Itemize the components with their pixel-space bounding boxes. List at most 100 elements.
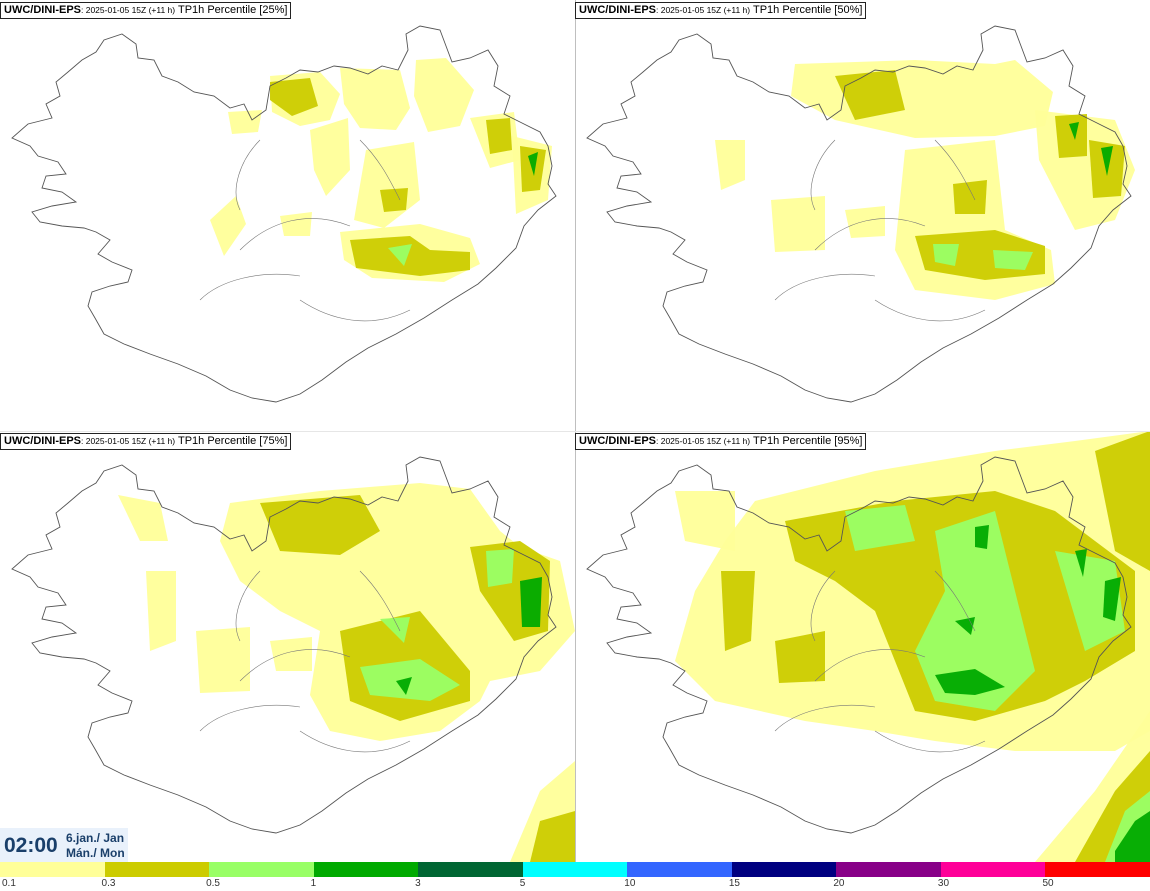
terrain-outline (199, 704, 301, 732)
precip-area (354, 142, 420, 228)
precip-area (975, 525, 989, 549)
terrain-outline (299, 299, 411, 322)
precip-layer (715, 60, 1135, 300)
colorbar-segment (0, 862, 105, 877)
colorbar-tick-label: 0.5 (206, 878, 220, 889)
precip-area (196, 627, 250, 693)
terrain-outline (874, 730, 986, 753)
precip-area (771, 196, 825, 252)
precip-area (721, 571, 755, 651)
precip-map-p50 (586, 25, 1135, 403)
precip-area (933, 244, 959, 266)
run-info: : 2025-01-05 15Z (+11 h) (656, 5, 751, 15)
map-panel-p50: UWC/DINI-EPS: 2025-01-05 15Z (+11 h) TP1… (575, 0, 1150, 431)
terrain-outline (359, 139, 401, 201)
colorbar-tick-label: 1 (310, 878, 317, 889)
panel-title-p95: UWC/DINI-EPS: 2025-01-05 15Z (+11 h) TP1… (575, 433, 867, 450)
terrain-outline (235, 139, 261, 211)
model-name: UWC/DINI-EPS (4, 4, 81, 16)
colorbar-segment (1045, 862, 1150, 877)
precip-area (340, 68, 410, 130)
colorbar-segment (836, 862, 941, 877)
terrain-outline (239, 649, 351, 682)
terrain-outline (934, 139, 976, 201)
map-panel-p95: UWC/DINI-EPS: 2025-01-05 15Z (+11 h) TP1… (575, 431, 1150, 862)
colorbar-segment (418, 862, 523, 877)
precip-area (530, 811, 575, 862)
product-name: TP1h Percentile [50%] (750, 4, 863, 16)
terrain-outline (814, 218, 926, 251)
panel-title-p50: UWC/DINI-EPS: 2025-01-05 15Z (+11 h) TP1… (575, 2, 867, 19)
map-panel-p75: UWC/DINI-EPS: 2025-01-05 15Z (+11 h) TP1… (0, 431, 575, 862)
precip-area (380, 188, 408, 212)
precip-area (270, 637, 312, 671)
coastline (586, 456, 1132, 834)
model-name: UWC/DINI-EPS (4, 435, 81, 447)
precip-area (414, 58, 474, 132)
run-info: : 2025-01-05 15Z (+11 h) (81, 5, 176, 15)
colorbar-tick-label: 50 (1042, 878, 1054, 889)
valid-date-line1: 6.jan./ Jan (66, 831, 125, 845)
valid-time: 02:00 (4, 834, 58, 857)
colorbar-tick-label: 30 (937, 878, 950, 889)
terrain-outline (934, 570, 976, 632)
colorbar-ticks: 0.1 0.3 0.5 1 3 5 10 15 20 30 50 (0, 877, 1150, 891)
precip-area (775, 631, 825, 683)
precip-area (675, 491, 735, 551)
precip-area (210, 196, 246, 256)
colorbar-tick-label: 3 (415, 878, 421, 889)
precip-area (1101, 146, 1113, 176)
terrain-outline (239, 218, 351, 251)
precip-area (350, 236, 470, 276)
precip-layer (118, 483, 575, 862)
product-name: TP1h Percentile [75%] (175, 435, 288, 447)
colorbar-tick-label: 0.3 (101, 878, 116, 889)
terrain-outline (774, 704, 876, 732)
precip-area (270, 78, 318, 116)
valid-date-line2: Mán./ Mon (66, 846, 125, 860)
precip-area (228, 110, 262, 134)
terrain-outline (810, 570, 836, 642)
precip-area (396, 677, 412, 695)
precip-area (845, 505, 915, 551)
precip-colorbar (0, 862, 1150, 877)
precip-area (715, 140, 745, 190)
panel-title-p25: UWC/DINI-EPS: 2025-01-05 15Z (+11 h) TP1… (0, 2, 292, 19)
coastline (586, 25, 1132, 403)
run-info: : 2025-01-05 15Z (+11 h) (81, 436, 176, 446)
panel-title-p75: UWC/DINI-EPS: 2025-01-05 15Z (+11 h) TP1… (0, 433, 292, 450)
coastline (11, 456, 557, 834)
colorbar-segment (522, 862, 628, 877)
terrain-outline (359, 570, 401, 632)
precip-area (486, 118, 512, 154)
terrain-outline (874, 299, 986, 322)
panel-divider-horizontal (0, 431, 1150, 432)
terrain-outline (774, 273, 876, 301)
colorbar-tick-label: 0.1 (2, 878, 16, 889)
colorbar-segment (731, 862, 837, 877)
precip-area (1115, 811, 1150, 862)
terrain-outline (199, 273, 301, 301)
colorbar-segment (209, 862, 314, 877)
precip-area (146, 571, 176, 651)
precip-area (380, 617, 410, 643)
precip-area (935, 669, 1005, 695)
precip-area (1095, 431, 1150, 571)
precip-area (520, 577, 542, 627)
precip-area (915, 511, 1035, 711)
map-panel-p25: UWC/DINI-EPS: 2025-01-05 15Z (+11 h) TP1… (0, 0, 575, 431)
colorbar-segment (940, 862, 1046, 877)
precip-area (118, 495, 168, 541)
terrain-outline (299, 730, 411, 753)
precip-area (486, 549, 514, 587)
colorbar-segment (627, 862, 732, 877)
precip-map-p75 (11, 456, 575, 862)
precip-area (1055, 114, 1087, 158)
colorbar-tick-label: 20 (833, 878, 845, 889)
precip-area (1055, 551, 1125, 651)
precip-area (528, 152, 538, 176)
precip-layer (675, 431, 1150, 862)
precip-area (1069, 122, 1079, 140)
precip-area (280, 212, 312, 236)
terrain-outline (810, 139, 836, 211)
